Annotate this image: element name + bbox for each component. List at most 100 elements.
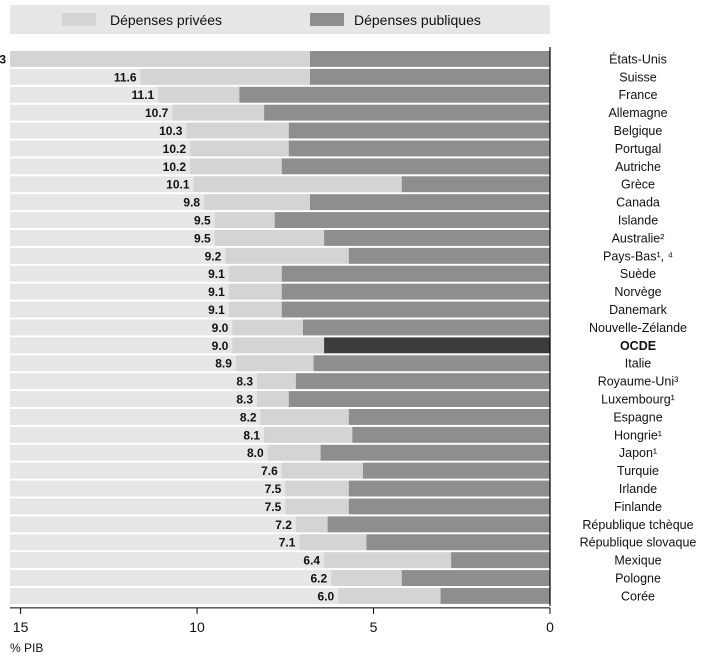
country-label: Turquie [617, 464, 659, 478]
bar-value-label: 9.1 [208, 303, 225, 317]
bar-value-label: 7.5 [265, 500, 282, 514]
bar-public [401, 176, 550, 193]
bar-value-label: 10.7 [145, 106, 169, 120]
x-tick-label: 5 [370, 619, 378, 635]
bar-public [451, 552, 550, 569]
country-label: États-Unis [609, 51, 667, 66]
country-label: Suède [620, 267, 656, 281]
bar-private [324, 552, 452, 569]
bar-value-label: 9.5 [194, 231, 211, 245]
country-label: Pays-Bas¹, ⁴ [603, 249, 673, 263]
bar-private [214, 230, 325, 246]
bar-row: 7.1 République slovaque [10, 534, 696, 551]
bar-row: 8.3 Royaume-Uni³ [10, 373, 678, 390]
country-label: Danemark [609, 303, 667, 317]
bar-value-label: 8.9 [215, 357, 232, 371]
country-label: Australie² [612, 231, 665, 245]
bar-row: 8.3 Luxembourg¹ [10, 391, 675, 407]
legend-swatch-private [62, 13, 96, 26]
bar-row: 9.1 Danemark [10, 301, 668, 318]
bar-value-label: 9.1 [208, 285, 225, 299]
legend-swatch-public [310, 13, 344, 26]
bar-row: 9.8 Canada [10, 194, 660, 211]
bar-public [288, 140, 550, 157]
bar-public [324, 230, 550, 246]
bar-private [214, 212, 275, 228]
bar-public [281, 265, 550, 282]
bar-private [232, 319, 303, 336]
bar-private [190, 158, 282, 175]
bar-private [260, 409, 349, 425]
country-label: Espagne [613, 410, 662, 424]
country-label: Nouvelle-Zélande [589, 321, 687, 335]
bar-private [225, 247, 349, 264]
bar-private [232, 337, 325, 354]
bar-public [302, 319, 550, 336]
bar-private [257, 391, 289, 407]
legend-background [10, 5, 550, 34]
bar-private [204, 194, 310, 211]
bar-row: 9.1 Norvège [10, 283, 662, 300]
bar-value-label: 11.6 [114, 70, 137, 84]
bar-public [288, 391, 550, 407]
bar-public [327, 516, 550, 533]
bar-public [310, 68, 550, 85]
bar-private [281, 462, 363, 479]
bar-public [295, 373, 550, 390]
bar-public [281, 301, 550, 318]
bar-row: 6.0 Corée [10, 588, 655, 604]
bar-row: 9.5 Islande [10, 212, 658, 228]
bar-private [186, 122, 289, 139]
bar-private [228, 265, 282, 282]
bar-value-label: 11.1 [132, 88, 155, 102]
bar-private [190, 140, 289, 157]
country-label: Luxembourg¹ [601, 393, 675, 407]
bar-value-label: 8.1 [243, 428, 260, 442]
country-label: Hongrie¹ [614, 428, 662, 442]
bar-private [331, 570, 402, 586]
bar-public [352, 426, 550, 443]
bar-public [366, 534, 550, 551]
bar-value-label: 8.2 [240, 410, 257, 424]
bar-public [362, 462, 550, 479]
bar-row: 9.0 OCDE [10, 337, 656, 354]
bar-private [235, 355, 314, 372]
country-label: OCDE [620, 339, 656, 353]
country-label: France [619, 88, 658, 102]
bar-row: 10.1 Grèce [10, 176, 655, 193]
bar-public [274, 212, 550, 228]
bar-value-label: 8.3 [236, 393, 253, 407]
bar-value-label: 9.0 [212, 339, 229, 353]
bar-public [281, 283, 550, 300]
x-axis: 15 10 5 0 [10, 47, 554, 635]
country-label: Suisse [619, 70, 657, 84]
plot-rows: 15.3 États-Unis 11.6 Suisse 11.1 France 10.7 Al… [0, 51, 696, 604]
bar-row: 9.1 Suède [10, 265, 656, 282]
bar-row: 8.2 Espagne [10, 409, 663, 425]
bar-row: 9.2 Pays-Bas¹, ⁴ [10, 247, 673, 264]
bar-private [295, 516, 328, 533]
bar-private [285, 498, 349, 515]
country-label: Belgique [614, 124, 663, 138]
bar-public [348, 480, 550, 497]
bar-public [348, 498, 550, 515]
bar-row: 7.2 République tchèque [10, 516, 694, 533]
bar-public [401, 570, 550, 586]
bar-value-label: 7.5 [265, 482, 282, 496]
x-tick-label: 10 [189, 619, 205, 635]
country-label: Canada [616, 196, 660, 210]
bar-row: 10.3 Belgique [10, 122, 663, 139]
bar-row: 8.0 Japon¹ [10, 444, 657, 461]
bar-row: 9.0 Nouvelle-Zélande [10, 319, 687, 336]
bar-value-label: 9.2 [205, 249, 222, 263]
legend-label-private: Dépenses privées [110, 12, 222, 28]
bar-value-label: 6.4 [303, 554, 320, 568]
bar-value-label: 6.2 [310, 572, 327, 586]
bar-row: 7.6 Turquie [10, 462, 659, 479]
country-label: Italie [625, 357, 651, 371]
bar-public [320, 444, 550, 461]
x-tick-label: 0 [546, 619, 554, 635]
country-label: Portugal [615, 142, 662, 156]
country-label: Islande [618, 214, 658, 228]
bar-private [228, 301, 282, 318]
